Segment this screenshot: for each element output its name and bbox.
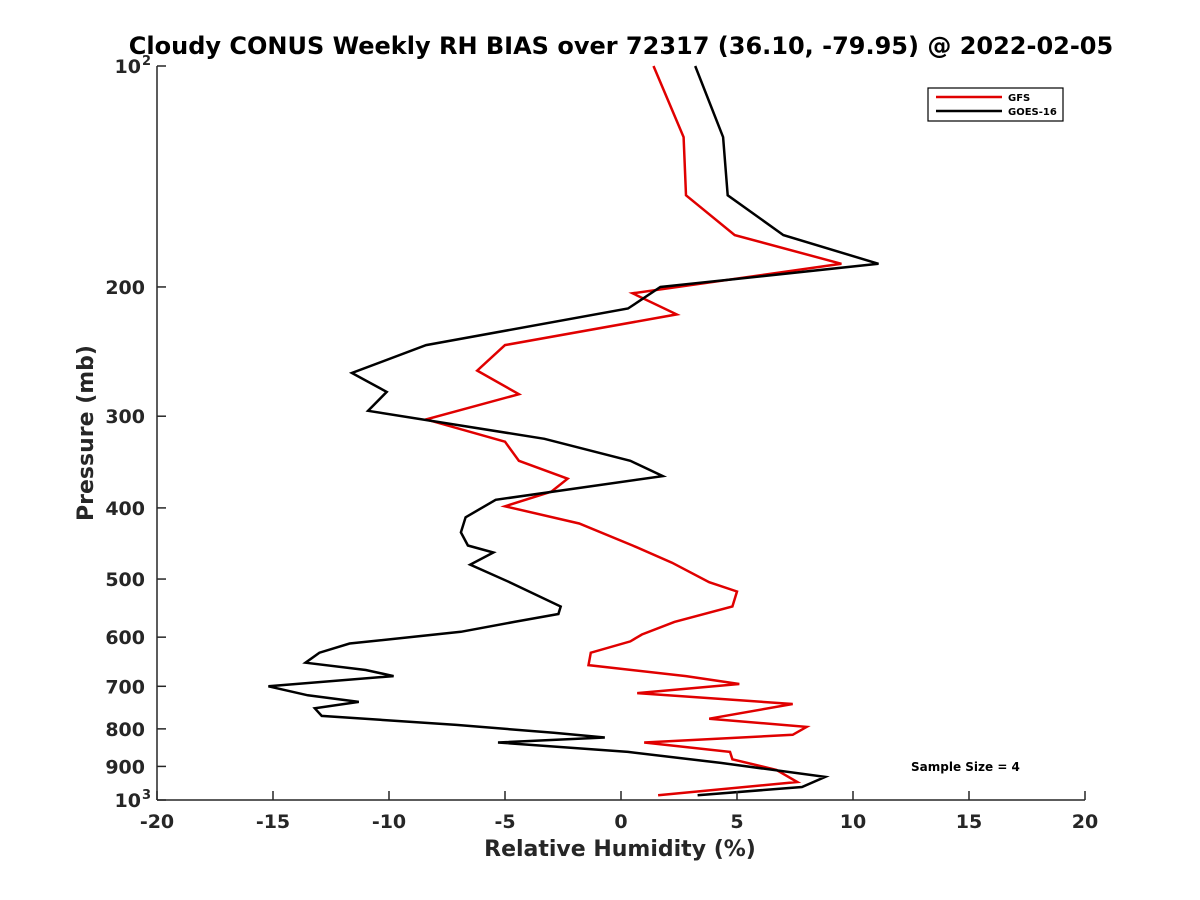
x-tick-label: 15 bbox=[956, 811, 982, 833]
x-tick-label: 10 bbox=[840, 811, 866, 833]
y-tick-label: 200 bbox=[105, 277, 145, 299]
chart-title: Cloudy CONUS Weekly RH BIAS over 72317 (… bbox=[129, 32, 1113, 60]
y-tick-label: 800 bbox=[105, 719, 145, 741]
x-tick-label: 5 bbox=[730, 811, 743, 833]
series-line-goes-16 bbox=[268, 65, 879, 797]
y-tick-exponent: 3 bbox=[142, 788, 151, 803]
x-tick-label: 0 bbox=[614, 811, 627, 833]
y-axis-label: Pressure (mb) bbox=[74, 345, 99, 521]
series-line-gfs bbox=[421, 65, 842, 797]
x-tick-label: 20 bbox=[1072, 811, 1098, 833]
legend: GFS GOES-16 bbox=[927, 87, 1064, 122]
plot-lines bbox=[268, 65, 879, 797]
legend-box bbox=[927, 87, 1064, 122]
y-tick-label: 600 bbox=[105, 627, 145, 649]
x-axis-label: Relative Humidity (%) bbox=[484, 837, 756, 862]
legend-label-gfs: GFS bbox=[1008, 93, 1030, 104]
y-tick-label: 10 bbox=[115, 790, 141, 812]
x-tick-label: -15 bbox=[256, 811, 290, 833]
y-tick-label: 900 bbox=[105, 756, 145, 778]
y-tick-label: 400 bbox=[105, 498, 145, 520]
y-tick-label: 300 bbox=[105, 406, 145, 428]
x-tick-label: -5 bbox=[494, 811, 515, 833]
y-tick-label: 10 bbox=[115, 56, 141, 78]
y-tick-exponent: 2 bbox=[142, 54, 151, 69]
legend-label-goes-16: GOES-16 bbox=[1008, 107, 1057, 118]
x-tick-label: -10 bbox=[372, 811, 406, 833]
y-tick-label: 700 bbox=[105, 676, 145, 698]
sample-size-annotation: Sample Size = 4 bbox=[911, 760, 1020, 774]
y-tick-label: 500 bbox=[105, 569, 145, 591]
axes bbox=[156, 66, 1085, 801]
x-axis-ticks: -20 -15 -10 -5 0 5 10 15 20 bbox=[140, 791, 1098, 833]
x-tick-label: -20 bbox=[140, 811, 174, 833]
